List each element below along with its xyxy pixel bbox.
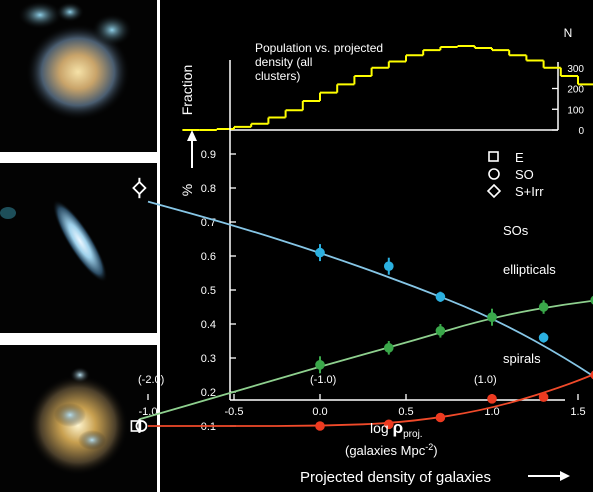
x-tick-label: 1.5 [570, 406, 585, 418]
up-arrow-icon [187, 130, 197, 168]
legend-circle-marker [488, 168, 500, 180]
percent-axis-label: % [179, 184, 195, 196]
spirals-point [384, 261, 394, 272]
y-tick-label: 0.4 [201, 319, 216, 331]
legend-square-marker [488, 151, 499, 162]
y-tick-label: 0.2 [201, 387, 216, 399]
spirals-point [538, 332, 549, 343]
legend-label-so: SO [515, 167, 534, 182]
x-annotation: (-2.0) [138, 374, 164, 386]
edge-on-spiral-galaxy-image [0, 199, 108, 283]
series-label-spirals: spirals [503, 351, 541, 366]
x-annotation: (-1.0) [310, 374, 336, 386]
series-label-ellipticals: ellipticals [503, 262, 556, 277]
y-tick-label: 0.6 [201, 251, 216, 263]
spirals-point [435, 292, 446, 302]
x-tick-label: 0.0 [312, 406, 327, 418]
SOs-point [538, 302, 549, 312]
series-label-sos: SOs [503, 223, 529, 238]
y-tick-label: 0.1 [201, 421, 216, 433]
x-tick-label: 0.5 [398, 406, 413, 418]
fraction-axis-label: Fraction [179, 65, 195, 116]
SOs-point [384, 343, 394, 353]
field-so-circle [135, 420, 148, 432]
legend: E SO S+Irr [486, 150, 544, 199]
histogram-y-tick-label: 300 [567, 64, 584, 75]
irregular-galaxy-thumbnail [0, 345, 157, 492]
SOs-point [315, 360, 325, 370]
SOs-point [435, 326, 446, 336]
field-sirr-diamond [132, 180, 147, 196]
field-e-square [130, 420, 142, 432]
data-points [130, 177, 593, 433]
y-tick-label: 0.5 [201, 285, 216, 297]
ellipticals-point [384, 419, 394, 430]
right-arrow-icon [528, 471, 570, 481]
ellipticals-point [435, 412, 446, 423]
edge-on-spiral-galaxy-thumbnail [0, 163, 157, 333]
legend-label-e: E [515, 150, 524, 165]
ellipticals-point [315, 421, 325, 431]
spirals-fit-line [147, 200, 593, 378]
fit-curves [139, 200, 593, 427]
y-tick-label: 0.9 [201, 149, 216, 161]
spirals-point [315, 247, 325, 258]
legend-label-sirr: S+Irr [515, 184, 544, 199]
y-tick-label: 0.8 [201, 183, 216, 195]
SOs-point [487, 312, 497, 323]
bottom-caption: Projected density of galaxies [300, 469, 491, 486]
main-plot-axes: 0.10.20.30.40.50.60.70.80.9-1.0 -0.5 0.0 0.… [138, 60, 586, 433]
x-tick-label: -0.5 [225, 406, 244, 418]
SOs-fit-line [139, 299, 593, 421]
x-axis-label: log ρproj. [370, 418, 423, 440]
histogram-axes: 0 100 200 300 N [182, 26, 593, 137]
y-tick-label: 0.3 [201, 353, 216, 365]
histogram-title: Population vs. projected density (all cl… [255, 41, 386, 83]
galaxy-thumbnail-panel [0, 0, 160, 492]
elliptical-galaxy-image [18, 1, 132, 120]
legend-diamond-marker [486, 183, 502, 199]
ellipticals-point [487, 394, 497, 404]
ellipticals-point [590, 370, 593, 380]
elliptical-galaxy-thumbnail [0, 0, 157, 152]
ellipticals-fit-line [148, 373, 593, 427]
SOs-point [590, 295, 593, 305]
irregular-galaxy-image [28, 367, 128, 475]
histogram-y-tick-label: 0 [578, 126, 584, 137]
histogram-ylabel: N [564, 26, 573, 40]
x-axis-units: (galaxies Mpc-2) [345, 442, 438, 458]
histogram-y-tick-label: 200 [567, 85, 584, 96]
ellipticals-point [538, 392, 549, 402]
x-annotation: (1.0) [474, 374, 497, 386]
histogram-y-tick-label: 100 [567, 105, 584, 116]
